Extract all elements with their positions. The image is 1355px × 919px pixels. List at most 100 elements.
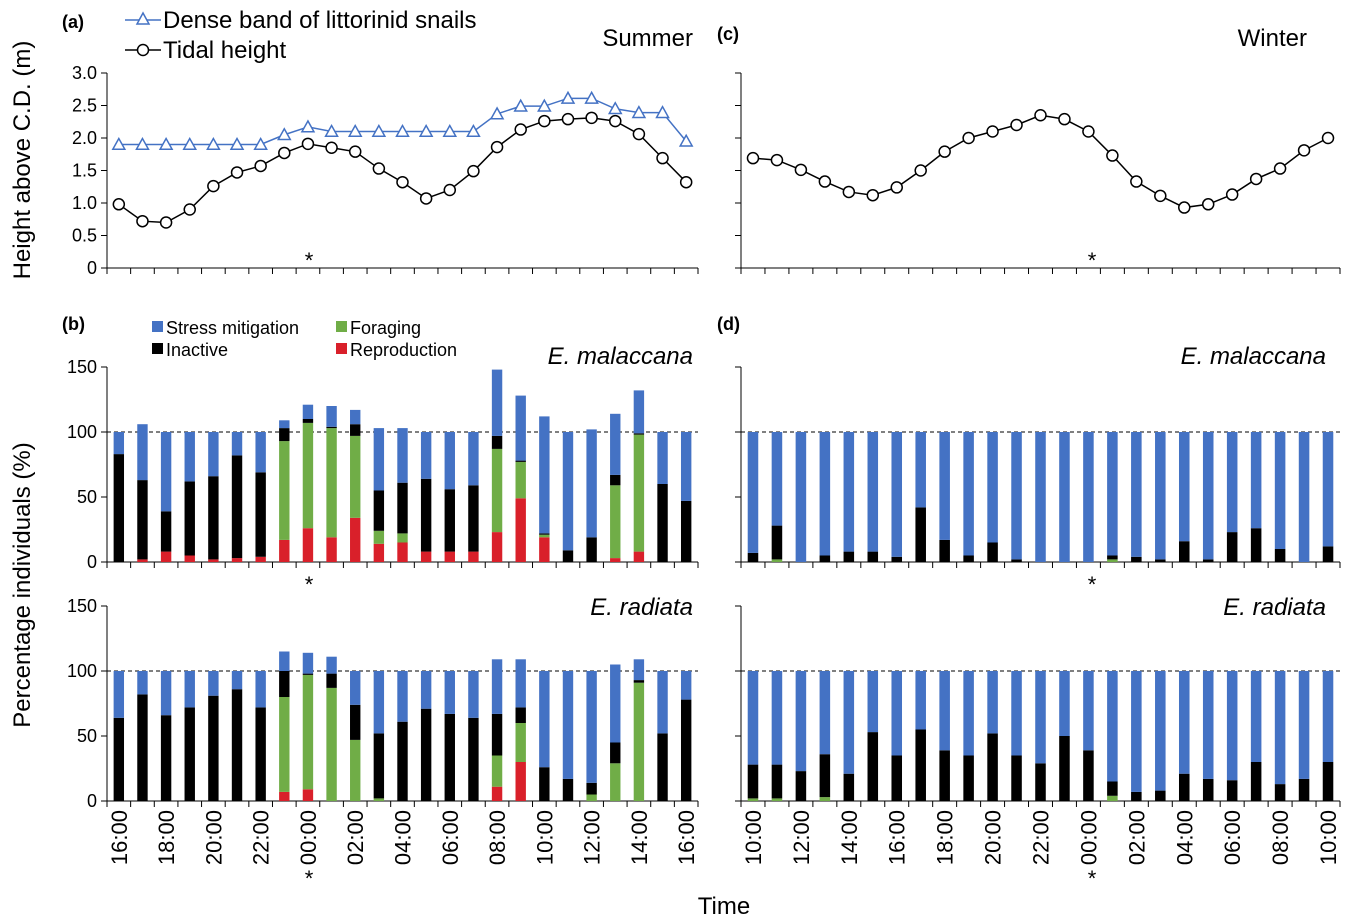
bar-segment-inactive-summer-radiata bbox=[326, 673, 337, 688]
bar-segment-inactive-winter-malaccana bbox=[1155, 559, 1166, 562]
bar-segment-stress-mitigation-summer-malaccana bbox=[562, 432, 574, 551]
point-tidal-height-winter bbox=[1106, 149, 1119, 162]
bar-segment-inactive-summer-malaccana bbox=[350, 424, 361, 436]
bar-segment-stress-mitigation-winter-radiata bbox=[1298, 671, 1310, 779]
bar-segment-foraging-winter-radiata bbox=[771, 798, 783, 801]
bar-segment-stress-mitigation-winter-malaccana bbox=[1274, 432, 1286, 549]
bar-segment-stress-mitigation-summer-malaccana bbox=[137, 424, 148, 481]
point-tidal-height-winter bbox=[746, 151, 760, 165]
x-tick-label-summer: 06:00 bbox=[438, 810, 463, 865]
bar-segment-inactive-summer-radiata bbox=[468, 717, 479, 801]
bar-segment-stress-mitigation-summer-malaccana bbox=[373, 428, 385, 491]
bar-segment-inactive-summer-radiata bbox=[680, 699, 692, 801]
y-tick-label-a: 3.0 bbox=[72, 63, 97, 83]
x-axis-title: Time bbox=[698, 893, 750, 919]
line-snail-band-summer bbox=[118, 97, 687, 146]
point-tidal-height-summer bbox=[112, 198, 126, 211]
legend-foraging-label: Foraging bbox=[350, 318, 421, 338]
bar-segment-stress-mitigation-summer-malaccana bbox=[586, 429, 597, 538]
point-snail-band-summer bbox=[371, 123, 387, 138]
point-tidal-height-winter bbox=[1249, 172, 1263, 186]
bar-segment-inactive-summer-radiata bbox=[610, 742, 621, 764]
bar-segment-foraging-summer-radiata bbox=[586, 794, 597, 801]
bar-segment-foraging-summer-radiata bbox=[373, 798, 385, 801]
point-snail-band-summer bbox=[347, 123, 363, 138]
bar-segment-stress-mitigation-summer-radiata bbox=[255, 671, 266, 708]
bar-segment-stress-mitigation-winter-malaccana bbox=[1178, 432, 1190, 542]
bar-segment-reproduction-summer-malaccana bbox=[444, 551, 455, 562]
bar-segment-stress-mitigation-summer-radiata bbox=[397, 671, 408, 722]
bar-segment-inactive-summer-malaccana bbox=[680, 500, 692, 562]
x-tick-label-winter: 00:00 bbox=[1076, 810, 1101, 865]
bar-segment-stress-mitigation-summer-malaccana bbox=[231, 432, 243, 456]
point-tidal-height-summer bbox=[230, 166, 244, 179]
bar-segment-reproduction-summer-malaccana bbox=[350, 517, 361, 562]
bar-segment-reproduction-summer-radiata bbox=[302, 789, 314, 801]
point-tidal-height-winter bbox=[1082, 125, 1095, 138]
bar-segment-foraging-summer-radiata bbox=[302, 674, 314, 790]
bar-segment-inactive-winter-radiata bbox=[1035, 763, 1046, 801]
bar-segment-inactive-winter-radiata bbox=[1178, 773, 1190, 801]
bar-segment-stress-mitigation-summer-radiata bbox=[302, 652, 314, 674]
point-snail-band-summer bbox=[442, 123, 458, 138]
bar-segment-stress-mitigation-winter-radiata bbox=[795, 671, 807, 772]
bar-segment-stress-mitigation-summer-radiata bbox=[137, 671, 148, 695]
bar-segment-inactive-summer-malaccana bbox=[302, 419, 314, 423]
legend-tidal-marker bbox=[136, 43, 150, 57]
bar-segment-stress-mitigation-winter-radiata bbox=[1155, 671, 1166, 791]
bar-segment-reproduction-summer-malaccana bbox=[255, 556, 266, 562]
bar-segment-stress-mitigation-winter-malaccana bbox=[1250, 432, 1262, 529]
bar-segment-stress-mitigation-summer-radiata bbox=[539, 671, 550, 768]
x-tick-label-winter: 10:00 bbox=[1316, 810, 1341, 865]
point-tidal-height-winter bbox=[1154, 189, 1167, 203]
bar-segment-inactive-winter-malaccana bbox=[963, 555, 974, 562]
legend-reproduction-swatch bbox=[336, 343, 347, 354]
bar-segment-reproduction-summer-malaccana bbox=[231, 558, 243, 562]
point-tidal-height-summer bbox=[159, 216, 173, 229]
bar-segment-stress-mitigation-winter-malaccana bbox=[819, 432, 831, 556]
bar-segment-inactive-winter-radiata bbox=[867, 732, 879, 801]
point-snail-band-summer bbox=[206, 136, 221, 151]
panel-label-d: (d) bbox=[717, 314, 740, 334]
x-tick-label-summer: 04:00 bbox=[391, 810, 416, 865]
point-tidal-height-summer bbox=[514, 123, 527, 136]
bar-segment-foraging-summer-radiata bbox=[515, 723, 526, 762]
bar-segment-inactive-winter-malaccana bbox=[891, 556, 903, 562]
legend-inactive-label: Inactive bbox=[166, 340, 228, 360]
x-tick-label-winter: 08:00 bbox=[1268, 810, 1293, 865]
bar-segment-inactive-summer-radiata bbox=[539, 767, 550, 801]
bar-segment-stress-mitigation-summer-radiata bbox=[373, 671, 385, 734]
bar-segment-inactive-summer-malaccana bbox=[491, 435, 503, 449]
point-snail-band-summer bbox=[182, 136, 198, 151]
midnight-marker-d: * bbox=[1088, 572, 1097, 597]
point-snail-band-summer bbox=[513, 98, 528, 112]
bar-segment-inactive-winter-malaccana bbox=[771, 525, 783, 560]
x-tick-label-winter: 06:00 bbox=[1220, 810, 1245, 865]
bar-segment-inactive-summer-radiata bbox=[113, 717, 125, 801]
bar-segment-inactive-winter-radiata bbox=[1250, 762, 1262, 801]
point-tidal-height-summer bbox=[679, 175, 693, 189]
bar-segment-stress-mitigation-winter-radiata bbox=[987, 671, 998, 734]
legend-stress-swatch bbox=[152, 321, 163, 332]
bar-segment-inactive-summer-radiata bbox=[515, 707, 526, 723]
species-title-summer-top: E. malaccana bbox=[548, 343, 693, 370]
bar-segment-inactive-winter-radiata bbox=[795, 771, 807, 801]
legend-snail-label: Dense band of littorinid snails bbox=[163, 7, 477, 34]
season-winter: Winter bbox=[1238, 25, 1307, 52]
x-tick-label-winter: 18:00 bbox=[933, 810, 958, 865]
bar-segment-inactive-summer-radiata bbox=[302, 673, 314, 675]
bar-segment-stress-mitigation-summer-radiata bbox=[350, 671, 361, 705]
bar-segment-inactive-summer-radiata bbox=[279, 671, 290, 697]
point-tidal-height-summer bbox=[372, 162, 386, 175]
point-snail-band-summer bbox=[631, 105, 647, 119]
bar-segment-reproduction-summer-malaccana bbox=[326, 537, 337, 562]
point-tidal-height-summer bbox=[561, 112, 575, 126]
y-tick-label-b-bottom: 150 bbox=[67, 596, 97, 616]
bar-segment-inactive-summer-radiata bbox=[231, 689, 243, 801]
bar-segment-inactive-summer-radiata bbox=[420, 708, 432, 801]
point-tidal-height-winter bbox=[818, 175, 832, 188]
bar-segment-inactive-summer-radiata bbox=[208, 695, 219, 801]
bar-segment-inactive-winter-malaccana bbox=[1131, 556, 1142, 562]
point-tidal-height-summer bbox=[538, 114, 551, 128]
legend-snail-marker bbox=[135, 11, 151, 25]
